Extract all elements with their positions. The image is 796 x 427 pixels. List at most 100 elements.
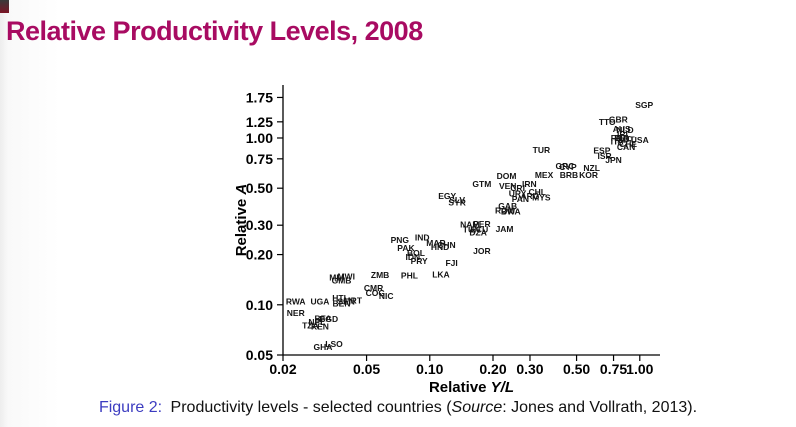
country-label: BGD — [319, 314, 338, 324]
country-label: ISR — [598, 151, 612, 161]
y-tick-label: 0.75 — [246, 151, 273, 167]
y-tick-label: 1.25 — [246, 114, 273, 130]
country-label: RWA — [286, 296, 306, 306]
country-label: GRC — [555, 161, 574, 171]
country-label: IDN — [405, 252, 420, 262]
x-tick-label: 0.75 — [600, 361, 627, 377]
country-label: IRN — [522, 179, 537, 189]
country-label: MAR — [426, 238, 445, 248]
country-label: USA — [631, 135, 649, 145]
country-label: DOM — [497, 171, 517, 181]
y-axis-title: Relative A — [233, 184, 250, 257]
country-label: HND — [431, 242, 449, 252]
country-label: ARG — [521, 191, 540, 201]
y-tick-label: 0.10 — [246, 297, 273, 313]
country-label: MRT — [344, 296, 363, 306]
country-label: PAK — [397, 243, 415, 253]
country-label: PRY — [411, 256, 428, 266]
country-label: ZMB — [371, 270, 389, 280]
country-label: FJI — [445, 258, 457, 268]
country-label: AUS — [613, 124, 631, 134]
country-label: NZL — [583, 163, 600, 173]
country-label: BWA — [501, 207, 521, 217]
country-label: JPN — [605, 155, 622, 165]
country-label: VEN — [499, 181, 516, 191]
country-label: BEN — [333, 298, 351, 308]
slide-title: Relative Productivity Levels, 2008 — [6, 16, 423, 46]
country-label: GTM — [472, 179, 491, 189]
country-label: UGA — [311, 296, 330, 306]
country-label: BOL — [407, 248, 425, 258]
x-tick-label: 0.20 — [479, 361, 506, 377]
country-label: TUR — [533, 145, 550, 155]
country-label: PHL — [401, 270, 418, 280]
country-label: BRB — [560, 170, 578, 180]
country-label: ESP — [593, 146, 610, 156]
y-tick-label: 0.05 — [246, 347, 273, 363]
country-label: KOR — [579, 170, 598, 180]
country-label: IND — [415, 232, 430, 242]
country-label: URY — [509, 188, 527, 198]
country-label: PER — [473, 219, 490, 229]
y-tick-label: 1.75 — [246, 89, 273, 105]
country-label: CHE — [619, 139, 637, 149]
country-label: BEL — [614, 133, 631, 143]
x-tick-label: 0.50 — [563, 361, 590, 377]
country-label: MLI — [329, 272, 344, 282]
country-label: ITA — [611, 137, 624, 147]
country-label: SLV — [449, 195, 465, 205]
y-tick-label: 1.00 — [246, 130, 273, 146]
country-label: TUN — [463, 224, 480, 234]
country-label: CMR — [364, 283, 383, 293]
y-tick-label: 0.50 — [246, 180, 273, 196]
figure-caption-text: Productivity levels - selected countries… — [166, 399, 452, 416]
x-tick-label: 0.05 — [353, 361, 380, 377]
country-label: NIC — [379, 291, 394, 301]
country-label: MWI — [337, 271, 354, 281]
country-label: DZA — [469, 228, 486, 238]
country-label: PNG — [391, 235, 410, 245]
country-label: SGP — [635, 100, 653, 110]
figure-caption-source-word: Source — [451, 399, 503, 416]
country-label: MEX — [535, 170, 554, 180]
x-tick-label: 0.02 — [269, 361, 296, 377]
figure-caption: Figure 2: Productivity levels - selected… — [0, 399, 796, 417]
country-label: TTO — [599, 117, 616, 127]
country-label: AUT — [617, 134, 635, 144]
country-label: COG — [366, 288, 386, 298]
country-label: GMB — [332, 275, 352, 285]
country-label: BFA — [314, 313, 331, 323]
figure-caption-text-end: : Jones and Vollrath, 2013). — [502, 399, 698, 416]
y-tick-label: 0.30 — [246, 217, 273, 233]
country-label: NAM — [460, 219, 479, 229]
y-tick-label: 0.20 — [246, 247, 273, 263]
country-label: IRL — [617, 129, 631, 139]
country-label: ECU — [470, 225, 488, 235]
figure-caption-label: Figure 2: — [98, 399, 163, 416]
country-label: CYP — [559, 162, 577, 172]
country-label: LKA — [432, 269, 449, 279]
country-label: SEN — [337, 296, 354, 306]
country-label: CAN — [617, 142, 635, 152]
x-axis-title: Relative Y/L — [429, 379, 514, 396]
country-label: SYR — [448, 198, 465, 208]
country-label: EGY — [438, 191, 456, 201]
x-tick-label: 1.00 — [626, 361, 653, 377]
x-tick-label: 0.30 — [516, 361, 543, 377]
country-label: MYS — [532, 192, 551, 202]
country-label: ROM — [495, 205, 515, 215]
country-label: CHL — [529, 187, 546, 197]
country-label: CHN — [437, 240, 455, 250]
country-label: NER — [287, 308, 305, 318]
country-label: TZA — [302, 321, 319, 331]
country-label: GAB — [498, 201, 517, 211]
country-label: GHA — [314, 342, 333, 352]
corner-decoration — [0, 0, 9, 13]
country-label: PAN — [512, 194, 529, 204]
country-label: NLD — [616, 125, 633, 135]
country-label: JOR — [473, 246, 490, 256]
country-label: JAM — [496, 224, 514, 234]
